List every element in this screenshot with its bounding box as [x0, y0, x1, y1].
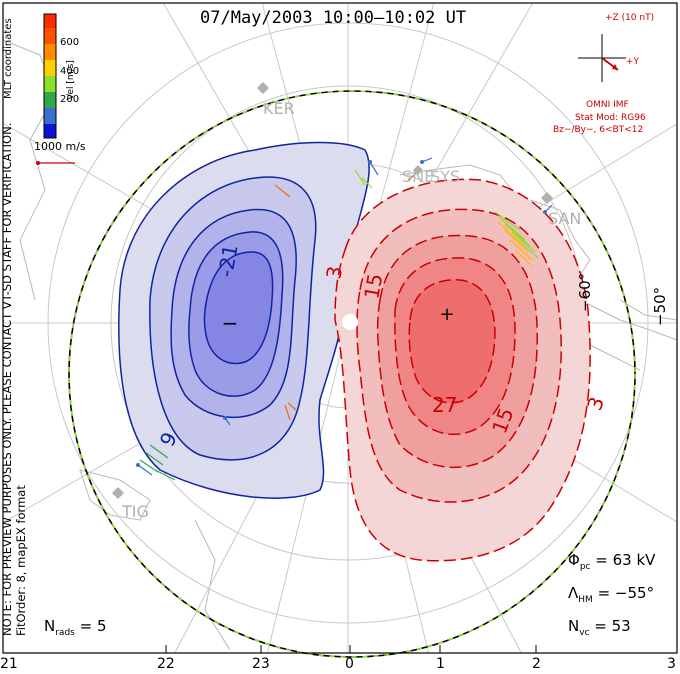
vector-scale-label: 1000 m/s: [34, 140, 86, 153]
negative-potential-cell: [118, 141, 370, 499]
imf-clock: [578, 34, 626, 82]
station-label-sne: SNE: [402, 167, 434, 186]
nrads-sub: rads: [55, 628, 75, 638]
imf-source: OMNI IMF: [586, 100, 629, 110]
neg-contour-5: [203, 251, 274, 365]
positive-potential-cell: [334, 178, 591, 562]
plot-title: 07/May/2003 10:00–10:02 UT: [200, 8, 467, 28]
latitude-label-60: −60°: [576, 273, 594, 312]
imf-model: Stat Mod: RG96: [575, 113, 646, 123]
cross-polar-potential: Φpc = 63 kV: [568, 551, 655, 572]
station-label-ker: KER: [263, 99, 295, 118]
hm-boundary-latitude: ΛHM = −55°: [568, 584, 654, 605]
colorbar-tick-400: 400: [60, 66, 80, 77]
nrads-symbol: N: [44, 617, 56, 635]
vector-scale: [36, 161, 75, 165]
imf-y-label: +Y: [626, 57, 640, 67]
nvc-symbol: N: [568, 617, 580, 635]
vector-count: Nvc = 53: [568, 617, 631, 638]
velocity-colorbar: [43, 13, 57, 139]
phi-value: = 63 kV: [595, 551, 656, 569]
lambda-value: = −55°: [597, 584, 655, 602]
nvc-sub: vc: [579, 628, 590, 638]
preview-note: NOTE: FOR PREVIEW PURPOSES ONLY. PLEASE …: [0, 122, 14, 636]
latitude-label-50: −50°: [651, 287, 669, 326]
colorbar-tick-200: 200: [60, 94, 80, 105]
coordinates-label: MLT coordinates: [3, 18, 14, 99]
radar-count: Nrads = 5: [44, 617, 107, 638]
station-markers: [112, 82, 553, 499]
colorbar-tick-600: 600: [60, 37, 80, 48]
pole-marker: [342, 314, 358, 330]
mlt-label-22: 22: [157, 656, 175, 672]
nvc-value: = 53: [594, 617, 631, 635]
fit-order-note: FitOrder: 8, mapEX format: [14, 485, 28, 636]
plot-frame: [2, 2, 678, 654]
phi-symbol: Φ: [568, 551, 580, 569]
colorbar-unit-label: Vel [m/s]: [66, 60, 76, 100]
contour-label-neg-21: -21: [213, 243, 242, 279]
contour-label-pos-15-upper: 15: [359, 272, 387, 301]
lambda-sub: HM: [578, 595, 593, 605]
velocity-vectors: [136, 157, 553, 481]
imf-z-label: +Z (10 nT): [605, 13, 655, 23]
contour-label-pos-3-upper: 3: [321, 264, 347, 281]
phi-sub: pc: [579, 562, 591, 572]
nrads-value: = 5: [79, 617, 107, 635]
mlt-label-0: 0: [345, 656, 354, 672]
station-label-sys: SYS: [430, 167, 460, 186]
station-label-san: SAN: [548, 209, 581, 228]
potential-max-marker: +: [439, 304, 454, 325]
imf-condition: Bz−/By−, 6<BT<12: [553, 125, 644, 135]
station-label-tig: TIG: [121, 502, 149, 521]
hm-boundary: [68, 90, 636, 658]
pos-contour-5: [408, 279, 496, 404]
contour-label-pos-27: 27: [432, 393, 457, 417]
mlt-label-23: 23: [252, 656, 270, 672]
mlt-label-3: 3: [667, 656, 676, 672]
mlt-label-1: 1: [436, 656, 445, 672]
mlt-label-2: 2: [532, 656, 541, 672]
potential-min-marker: −: [222, 311, 239, 335]
mlt-label-21: 21: [0, 656, 18, 672]
lambda-symbol: Λ: [568, 584, 579, 602]
